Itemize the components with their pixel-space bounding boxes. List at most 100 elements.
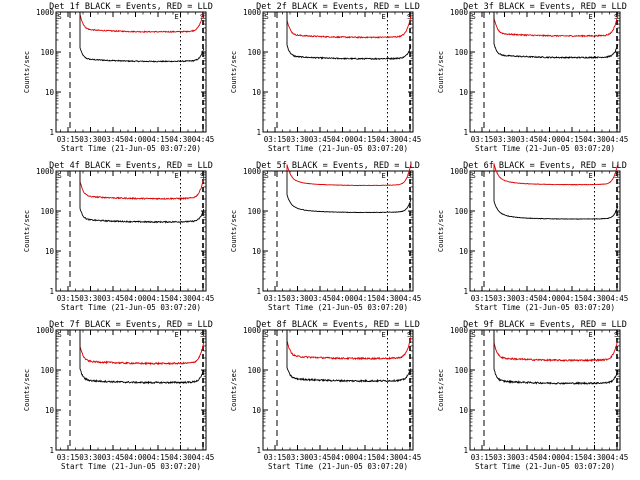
x-tick-label: 04:45 xyxy=(606,294,629,303)
marker-label-e: E xyxy=(382,172,386,180)
lld-series-line xyxy=(493,163,619,186)
y-tick-label: 1 xyxy=(463,287,468,296)
plot-frame xyxy=(55,11,207,133)
y-axis-label: Counts/sec xyxy=(23,210,31,252)
x-tick-label: 03:15 xyxy=(57,453,80,462)
x-tick-label: 03:45 xyxy=(102,294,125,303)
marker-label-e: E xyxy=(175,172,179,180)
y-tick-label: 100 xyxy=(454,48,468,57)
y-tick-label: 1000 xyxy=(36,8,55,17)
x-tick-label: 03:30 xyxy=(493,294,516,303)
y-axis-label: Counts/sec xyxy=(437,210,445,252)
plot-frame xyxy=(55,329,207,451)
x-tick-label: 03:45 xyxy=(102,453,125,462)
events-series-line xyxy=(493,12,619,60)
x-tick-label: 03:15 xyxy=(264,453,287,462)
x-tick-label: 03:15 xyxy=(471,453,494,462)
y-tick-label: 1 xyxy=(256,446,261,455)
y-axis-label: Counts/sec xyxy=(230,51,238,93)
y-tick-label: 1 xyxy=(463,446,468,455)
x-tick-label: 03:30 xyxy=(493,453,516,462)
x-axis-label: Start Time (21-Jun-05 03:07:20) xyxy=(268,462,408,471)
y-tick-label: 1 xyxy=(463,128,468,137)
x-tick-label: 04:45 xyxy=(399,294,422,303)
x-axis-label: Start Time (21-Jun-05 03:07:20) xyxy=(268,303,408,312)
marker-label-e: E xyxy=(382,331,386,339)
y-tick-label: 10 xyxy=(459,247,469,256)
y-tick-label: 100 xyxy=(247,366,261,375)
y-tick-label: 100 xyxy=(454,207,468,216)
panel-title: Det 5f BLACK = Events, RED = LLD xyxy=(256,161,420,171)
x-axis-label: Start Time (21-Jun-05 03:07:20) xyxy=(61,144,201,153)
x-tick-label: 04:00 xyxy=(538,453,561,462)
x-tick-label: 03:15 xyxy=(57,135,80,144)
y-tick-label: 100 xyxy=(40,48,54,57)
x-tick-label: 03:30 xyxy=(286,294,309,303)
x-tick-label: 04:30 xyxy=(169,453,192,462)
marker-label-s-end: S xyxy=(614,13,618,21)
panel-title: Det 1f BLACK = Events, RED = LLD xyxy=(49,2,213,12)
marker-label-e: E xyxy=(589,172,593,180)
plot-frame xyxy=(262,170,414,292)
y-tick-label: 10 xyxy=(252,88,262,97)
y-axis-label: Counts/sec xyxy=(23,369,31,411)
x-tick-label: 04:00 xyxy=(331,135,354,144)
y-axis-label: Counts/sec xyxy=(437,51,445,93)
x-tick-label: 04:45 xyxy=(606,453,629,462)
y-tick-label: 1000 xyxy=(243,167,262,176)
y-tick-label: 100 xyxy=(40,366,54,375)
events-series-line xyxy=(493,330,619,386)
marker-label-e: E xyxy=(382,13,386,21)
lld-series-line xyxy=(79,330,205,366)
marker-label-s: S xyxy=(472,13,476,21)
marker-label-s: S xyxy=(58,13,62,21)
y-tick-label: 1000 xyxy=(450,8,469,17)
x-tick-label: 03:45 xyxy=(102,135,125,144)
events-series-line xyxy=(493,171,619,220)
x-tick-label: 03:30 xyxy=(79,294,102,303)
y-tick-label: 1 xyxy=(49,128,54,137)
panel-title: Det 6f BLACK = Events, RED = LLD xyxy=(463,161,627,171)
x-tick-label: 04:30 xyxy=(583,135,606,144)
panel-title: Det 9f BLACK = Events, RED = LLD xyxy=(463,320,627,330)
y-tick-label: 10 xyxy=(45,247,55,256)
y-tick-label: 100 xyxy=(247,207,261,216)
x-tick-label: 04:00 xyxy=(331,294,354,303)
x-tick-label: 04:45 xyxy=(192,135,215,144)
x-tick-label: 03:30 xyxy=(493,135,516,144)
x-tick-label: 04:30 xyxy=(583,453,606,462)
y-tick-label: 10 xyxy=(45,406,55,415)
y-tick-label: 1000 xyxy=(36,167,55,176)
y-tick-label: 1000 xyxy=(243,8,262,17)
x-tick-label: 03:15 xyxy=(471,294,494,303)
y-tick-label: 1000 xyxy=(243,326,262,335)
y-tick-label: 100 xyxy=(454,366,468,375)
x-tick-label: 04:15 xyxy=(354,135,377,144)
plot-frame xyxy=(469,170,621,292)
x-tick-label: 04:00 xyxy=(538,135,561,144)
plot-frame xyxy=(469,11,621,133)
marker-label-s: S xyxy=(58,172,62,180)
y-tick-label: 1 xyxy=(49,287,54,296)
y-tick-label: 100 xyxy=(247,48,261,57)
plot-frame xyxy=(262,11,414,133)
x-tick-label: 03:45 xyxy=(309,135,332,144)
y-tick-label: 1000 xyxy=(450,167,469,176)
y-axis-label: Counts/sec xyxy=(230,369,238,411)
x-tick-label: 04:30 xyxy=(583,294,606,303)
lld-series-line xyxy=(286,330,412,361)
y-tick-label: 10 xyxy=(459,88,469,97)
y-axis-label: Counts/sec xyxy=(437,369,445,411)
marker-label-s-end: S xyxy=(407,331,411,339)
marker-label-s: S xyxy=(58,331,62,339)
y-tick-label: 1000 xyxy=(450,326,469,335)
y-tick-label: 1 xyxy=(49,446,54,455)
events-series-line xyxy=(286,171,412,214)
lld-series-line xyxy=(79,11,205,34)
x-tick-label: 04:45 xyxy=(399,135,422,144)
